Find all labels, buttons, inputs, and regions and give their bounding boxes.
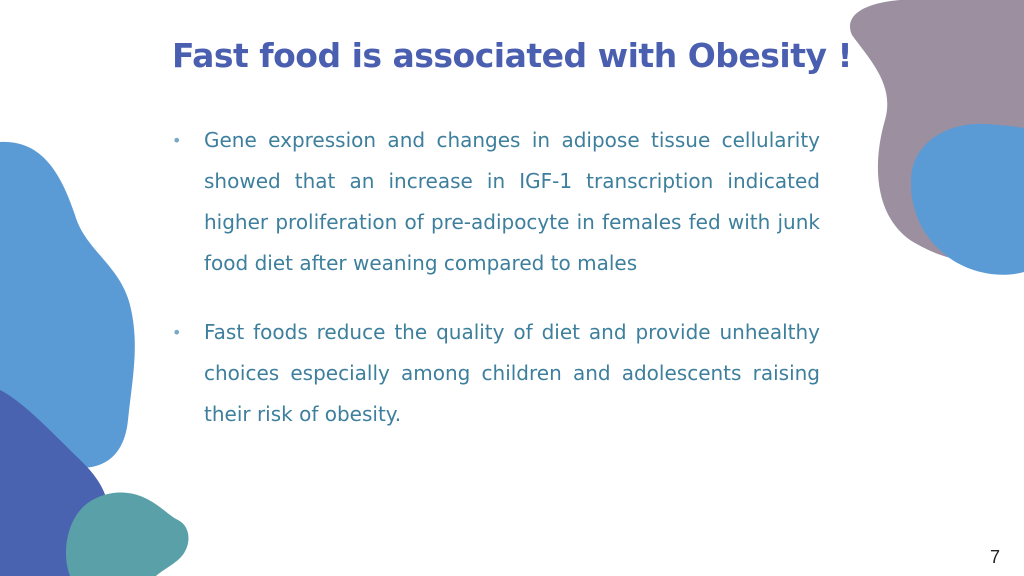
bullet-list: • Gene expression and changes in adipose… [170,120,820,463]
bullet-marker: • [172,323,182,342]
page-number: 7 [989,547,1000,567]
slide-title: Fast food is associated with Obesity ! [171,36,853,75]
bullet-item: • Fast foods reduce the quality of diet … [170,312,820,435]
left-blue-blob [0,141,135,468]
bullet-text: Fast foods reduce the quality of diet an… [204,320,820,426]
bullet-item: • Gene expression and changes in adipose… [170,120,820,284]
bullet-text: Gene expression and changes in adipose t… [204,128,820,275]
right-blue-blob [910,123,1024,275]
teal-blob [66,492,189,576]
bullet-marker: • [172,131,182,150]
